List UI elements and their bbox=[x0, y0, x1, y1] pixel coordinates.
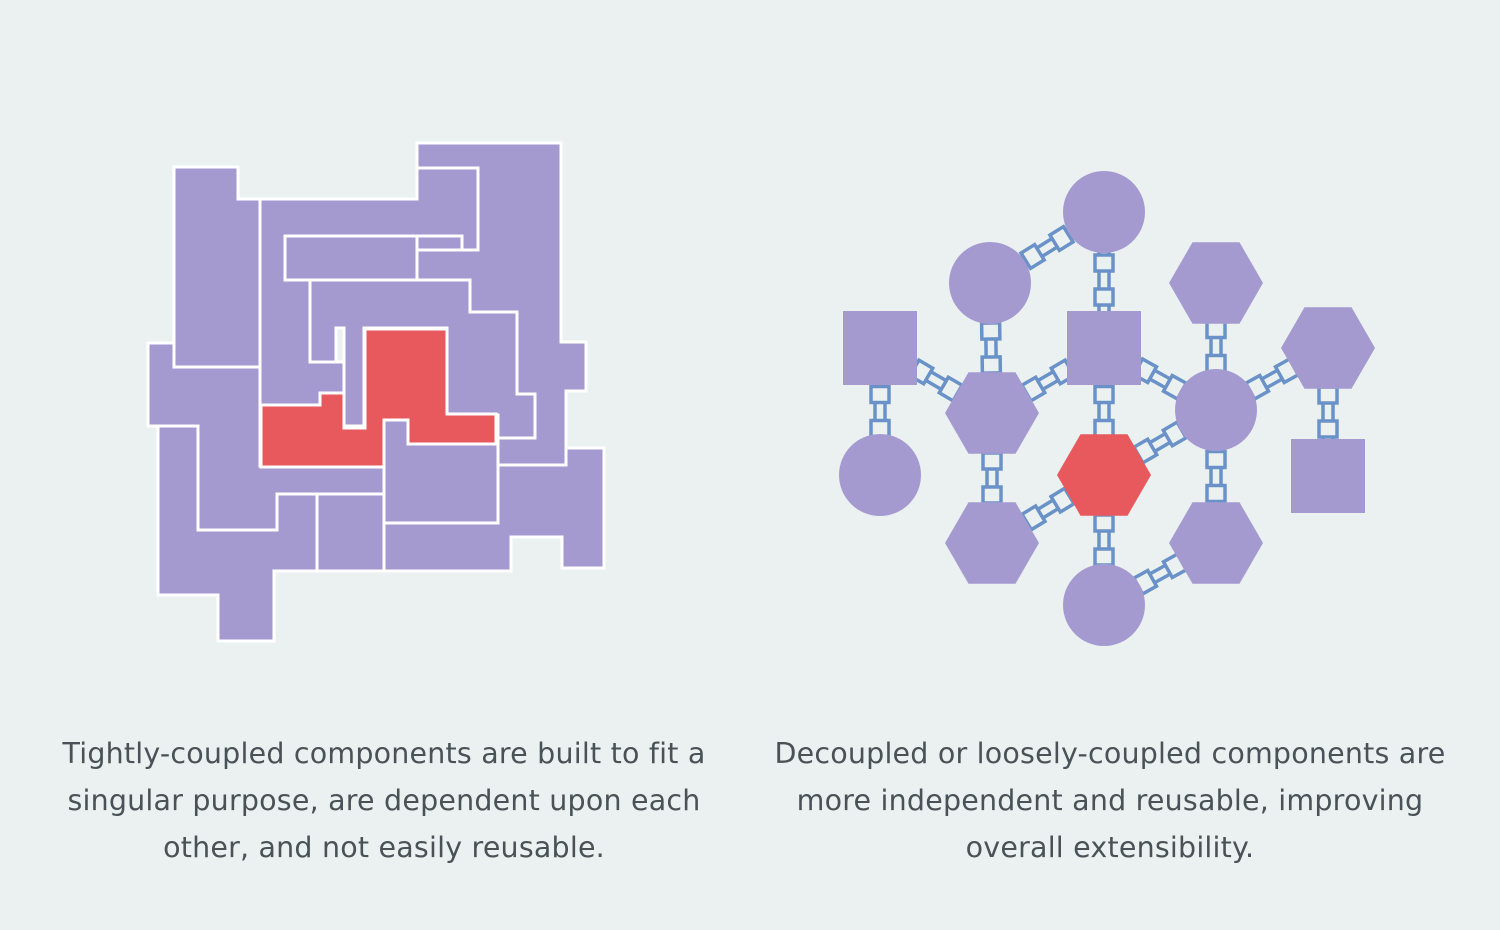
circle-component bbox=[1063, 564, 1145, 646]
circle-component bbox=[839, 434, 921, 516]
hexagon-component bbox=[945, 372, 1039, 454]
highlighted-puzzle-piece bbox=[259, 327, 498, 469]
hexagon-component bbox=[1169, 502, 1263, 584]
circle-component bbox=[1063, 171, 1145, 253]
hexagon-component bbox=[1169, 242, 1263, 324]
tightly-coupled-caption: Tightly-coupled components are built to … bbox=[62, 737, 706, 864]
square-component bbox=[1291, 439, 1365, 513]
loosely-coupled-caption: Decoupled or loosely-coupled components … bbox=[774, 737, 1446, 864]
highlighted-hexagon-component bbox=[1057, 434, 1151, 516]
puzzle-piece bbox=[382, 446, 606, 573]
hexagon-component bbox=[1281, 307, 1375, 389]
circle-component bbox=[1175, 369, 1257, 451]
circle-component bbox=[949, 242, 1031, 324]
square-component bbox=[1067, 311, 1141, 385]
square-component bbox=[843, 311, 917, 385]
connectors bbox=[869, 220, 1339, 600]
hexagon-component bbox=[945, 502, 1039, 584]
puzzle-piece bbox=[415, 234, 464, 252]
nodes bbox=[839, 171, 1375, 646]
